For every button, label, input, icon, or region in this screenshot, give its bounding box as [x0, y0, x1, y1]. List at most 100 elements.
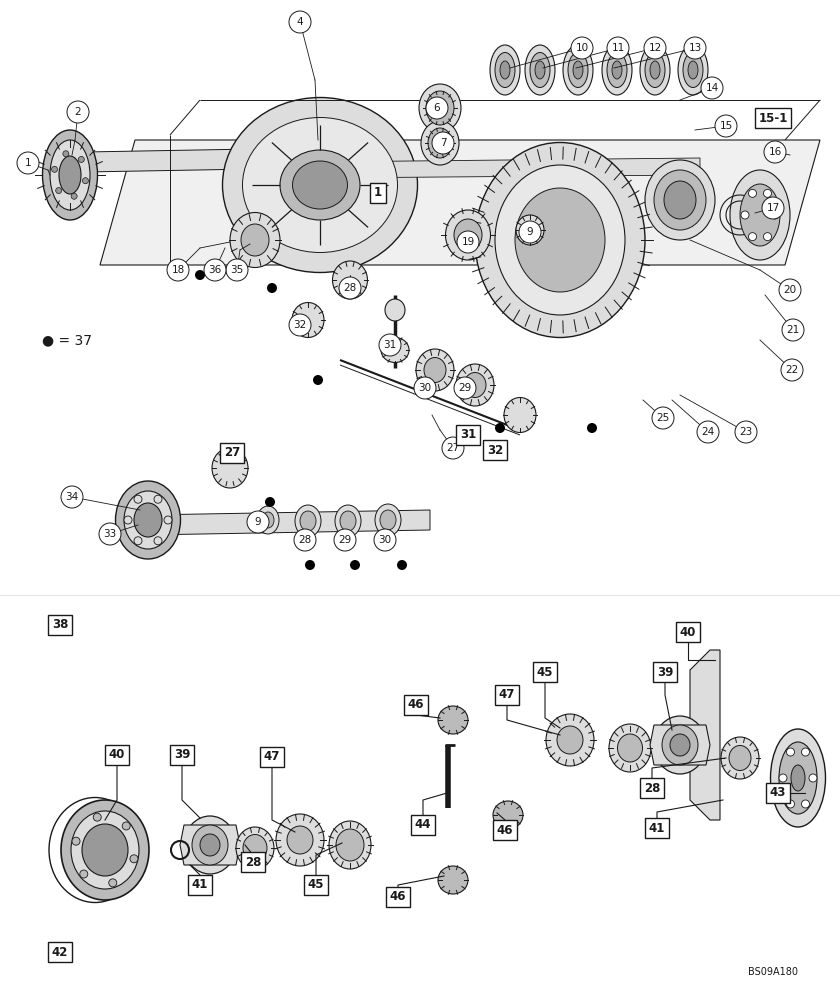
Circle shape: [247, 511, 269, 533]
Circle shape: [134, 537, 142, 545]
Ellipse shape: [438, 866, 468, 894]
Ellipse shape: [568, 52, 588, 88]
Circle shape: [67, 101, 89, 123]
Ellipse shape: [516, 215, 544, 245]
Polygon shape: [100, 140, 820, 265]
Circle shape: [762, 197, 784, 219]
Circle shape: [741, 211, 749, 219]
Circle shape: [72, 837, 80, 845]
Ellipse shape: [287, 826, 313, 854]
Circle shape: [130, 855, 138, 863]
Text: 46: 46: [407, 698, 424, 712]
Circle shape: [644, 37, 666, 59]
Text: 10: 10: [575, 43, 589, 53]
Circle shape: [80, 870, 88, 878]
Ellipse shape: [609, 724, 651, 772]
Text: 19: 19: [461, 237, 475, 247]
Text: 31: 31: [459, 428, 476, 442]
Ellipse shape: [438, 706, 468, 734]
Circle shape: [124, 516, 132, 524]
Circle shape: [55, 188, 61, 194]
Text: 25: 25: [656, 413, 669, 423]
Circle shape: [779, 774, 787, 782]
Text: 33: 33: [103, 529, 117, 539]
Circle shape: [432, 132, 454, 154]
Ellipse shape: [670, 734, 690, 756]
Circle shape: [701, 77, 723, 99]
Text: 47: 47: [264, 750, 281, 764]
Circle shape: [71, 193, 77, 199]
Circle shape: [154, 537, 162, 545]
Circle shape: [63, 151, 69, 157]
Ellipse shape: [500, 61, 510, 79]
Circle shape: [442, 437, 464, 459]
Ellipse shape: [336, 829, 364, 861]
Circle shape: [305, 560, 315, 570]
Ellipse shape: [428, 128, 452, 158]
Circle shape: [99, 523, 121, 545]
Circle shape: [134, 495, 142, 503]
Ellipse shape: [495, 52, 515, 88]
Ellipse shape: [333, 261, 368, 299]
Ellipse shape: [654, 716, 706, 774]
Text: 46: 46: [496, 824, 513, 836]
Polygon shape: [85, 148, 310, 172]
Circle shape: [167, 259, 189, 281]
Ellipse shape: [688, 61, 698, 79]
Ellipse shape: [421, 121, 459, 165]
Text: 2: 2: [75, 107, 81, 117]
Circle shape: [267, 283, 277, 293]
Text: 4: 4: [297, 17, 303, 27]
Text: 28: 28: [298, 535, 312, 545]
Ellipse shape: [257, 506, 279, 534]
Polygon shape: [315, 158, 700, 178]
Circle shape: [781, 359, 803, 381]
Text: 36: 36: [208, 265, 222, 275]
Polygon shape: [650, 725, 710, 765]
Text: 35: 35: [230, 265, 244, 275]
Ellipse shape: [424, 358, 446, 382]
Text: 30: 30: [418, 383, 432, 393]
Polygon shape: [145, 510, 430, 535]
Text: 17: 17: [766, 203, 780, 213]
Circle shape: [17, 152, 39, 174]
Ellipse shape: [200, 834, 220, 856]
Ellipse shape: [134, 503, 162, 537]
Ellipse shape: [573, 61, 583, 79]
Circle shape: [764, 233, 771, 241]
Circle shape: [684, 37, 706, 59]
Ellipse shape: [495, 165, 625, 315]
Circle shape: [78, 156, 84, 162]
Ellipse shape: [645, 160, 715, 240]
Ellipse shape: [241, 224, 269, 256]
Text: 41: 41: [648, 822, 665, 834]
Circle shape: [786, 748, 795, 756]
Ellipse shape: [662, 725, 698, 765]
Circle shape: [735, 421, 757, 443]
Text: BS09A180: BS09A180: [748, 967, 798, 977]
Ellipse shape: [445, 210, 491, 260]
Ellipse shape: [770, 729, 826, 827]
Text: 30: 30: [379, 535, 391, 545]
Text: 38: 38: [52, 618, 68, 632]
Text: 44: 44: [415, 818, 431, 832]
Text: 9: 9: [255, 517, 261, 527]
Ellipse shape: [380, 510, 396, 530]
Ellipse shape: [664, 181, 696, 219]
Ellipse shape: [71, 811, 139, 889]
Text: 16: 16: [769, 147, 782, 157]
Circle shape: [779, 279, 801, 301]
Text: 28: 28: [643, 782, 660, 794]
Text: 12: 12: [648, 43, 662, 53]
Ellipse shape: [791, 765, 805, 791]
Text: 21: 21: [786, 325, 800, 335]
Circle shape: [457, 378, 467, 388]
Text: 32: 32: [487, 444, 503, 456]
Ellipse shape: [230, 213, 280, 267]
Text: 47: 47: [499, 688, 515, 702]
Ellipse shape: [243, 834, 267, 861]
Text: 31: 31: [383, 340, 396, 350]
Circle shape: [122, 822, 130, 830]
Text: 46: 46: [390, 890, 407, 904]
Ellipse shape: [475, 142, 645, 338]
